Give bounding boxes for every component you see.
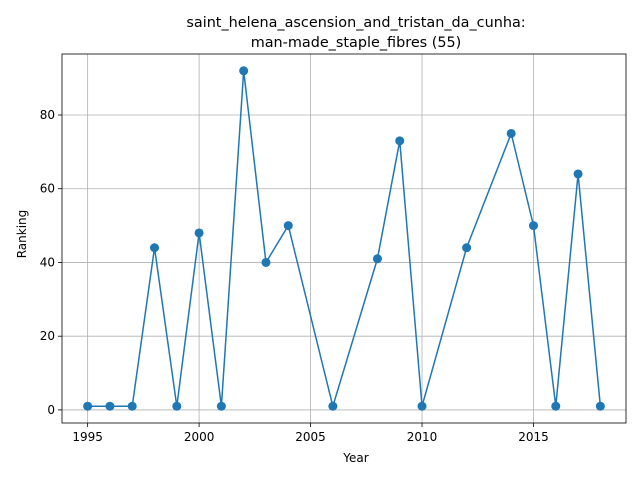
grid (62, 54, 626, 423)
chart-title-line-2: man-made_staple_fibres (55) (251, 35, 462, 51)
data-point (595, 401, 605, 411)
data-point (462, 243, 472, 253)
series-ranking (83, 66, 605, 411)
x-tick-label: 2010 (407, 430, 438, 444)
data-point (150, 243, 160, 253)
series-line (87, 70, 602, 410)
data-point (528, 221, 538, 231)
x-tick-label: 1995 (72, 430, 103, 444)
y-tick-label: 60 (40, 182, 55, 196)
plot-frame (61, 53, 627, 424)
y-tick-label: 0 (47, 403, 55, 417)
x-tick-label: 2000 (184, 430, 215, 444)
data-point (573, 169, 583, 179)
data-point (283, 221, 293, 231)
y-tick-label: 40 (40, 255, 55, 269)
data-point (395, 136, 405, 146)
data-point (417, 401, 427, 411)
y-tick-label: 20 (40, 329, 55, 343)
data-point (328, 401, 338, 411)
data-point (261, 257, 271, 267)
data-point (127, 401, 137, 411)
data-point (372, 254, 382, 264)
data-point (551, 401, 561, 411)
axis-ticks: 1995 2000 2005 2010 2015 0 20 40 60 80 (40, 108, 549, 444)
data-point (506, 128, 516, 138)
data-point (194, 228, 204, 238)
data-point (239, 66, 249, 76)
x-axis-label: Year (342, 451, 368, 465)
data-point (105, 401, 115, 411)
x-tick-label: 2015 (518, 430, 549, 444)
y-tick-label: 80 (40, 108, 55, 122)
y-axis-label: Ranking (15, 210, 29, 259)
data-point (172, 401, 182, 411)
data-point (83, 401, 93, 411)
data-point (216, 401, 226, 411)
x-tick-label: 2005 (295, 430, 326, 444)
chart-title-line-1: saint_helena_ascension_and_tristan_da_cu… (186, 15, 525, 31)
